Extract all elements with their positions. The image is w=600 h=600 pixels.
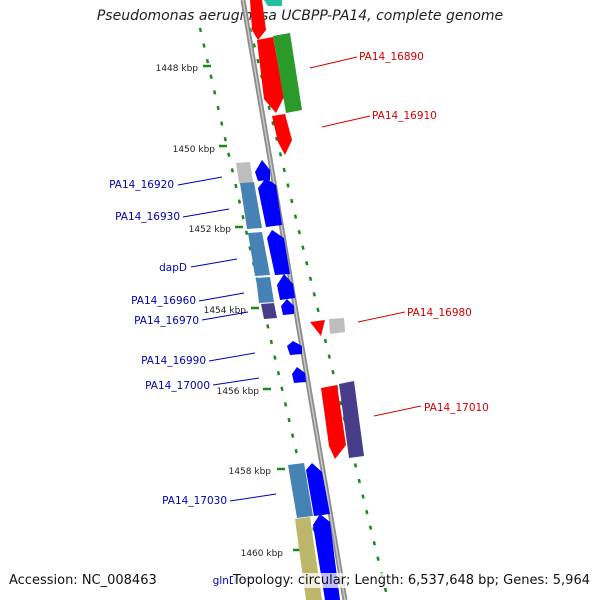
dotted-guides [198, 27, 390, 600]
gene-red-top [250, 0, 266, 40]
gene-label-pa14-16960: PA14_16960 [131, 295, 196, 307]
tick-label: 1460 kbp [241, 549, 284, 559]
forward-strand-features [250, 0, 364, 459]
gene-label-pa14-16910: PA14_16910 [372, 110, 437, 122]
backbone [240, 0, 348, 600]
reverse-labels: PA14_16920 PA14_16930 dapD PA14_16960 PA… [109, 179, 237, 587]
tick-label: 1450 kbp [173, 145, 216, 155]
topology-text: Topology: circular; Length: 6,537,648 bp… [232, 573, 590, 588]
gene-label-pa14-16970: PA14_16970 [134, 315, 199, 327]
gene-blue-small [281, 299, 294, 315]
tick-label: 1452 kbp [189, 225, 232, 235]
gene-label-glnD: glnD [213, 575, 237, 587]
guide-outer-left [198, 27, 332, 600]
gene-slate-right [339, 381, 364, 458]
reverse-strand-features [236, 160, 340, 600]
gene-label-pa14-17010: PA14_17010 [424, 402, 489, 414]
gene-steel-1 [240, 182, 262, 229]
forward-connectors [309, 56, 422, 417]
gene-label-pa14-17000: PA14_17000 [145, 380, 210, 392]
gene-pa14-17030 [306, 463, 330, 516]
gene-pa14-16960 [277, 274, 295, 300]
gene-grey-1 [236, 162, 253, 183]
gene-dapD [267, 230, 290, 275]
gene-pa14-17010 [321, 385, 346, 459]
tick-label: 1456 kbp [217, 387, 260, 397]
gene-pa14-16980 [310, 320, 325, 336]
gene-label-pa14-16990: PA14_16990 [141, 355, 206, 367]
gene-pa14-16890 [257, 37, 284, 113]
gene-pa14-16990 [287, 341, 302, 355]
gene-teal-top [264, 0, 282, 6]
gene-steel-4 [288, 463, 313, 518]
gene-pa14-16910 [272, 114, 292, 155]
gene-pa14-16920 [255, 160, 270, 181]
gene-pa14-16930 [258, 178, 282, 227]
guide-outer-right [248, 27, 390, 600]
gene-label-pa14-17030: PA14_17030 [162, 495, 227, 507]
map-title: Pseudomonas aeruginosa UCBPP-PA14, compl… [96, 8, 504, 24]
tick-labels: 1448 kbp 1450 kbp 1452 kbp 1454 kbp 1456… [156, 64, 284, 559]
tick-label: 1458 kbp [229, 467, 272, 477]
gene-steel-3 [256, 277, 274, 303]
gene-label-pa14-16920: PA14_16920 [109, 179, 174, 191]
forward-labels: PA14_16890 PA14_16910 PA14_16980 PA14_17… [359, 51, 489, 414]
gene-grey-mid [329, 318, 345, 334]
tick-label: 1454 kbp [204, 306, 247, 316]
gene-steel-2 [248, 232, 270, 276]
gene-label-pa14-16890: PA14_16890 [359, 51, 424, 63]
gene-label-dapD: dapD [159, 262, 187, 274]
gene-label-pa14-16930: PA14_16930 [115, 211, 180, 223]
reverse-connectors [177, 176, 277, 581]
tick-label: 1448 kbp [156, 64, 199, 74]
gene-pa14-17000 [292, 367, 306, 383]
accession-text: Accession: NC_008463 [9, 573, 157, 588]
gene-green [273, 33, 302, 113]
gene-label-pa14-16980: PA14_16980 [407, 307, 472, 319]
gene-pa14-16970 [261, 303, 277, 319]
